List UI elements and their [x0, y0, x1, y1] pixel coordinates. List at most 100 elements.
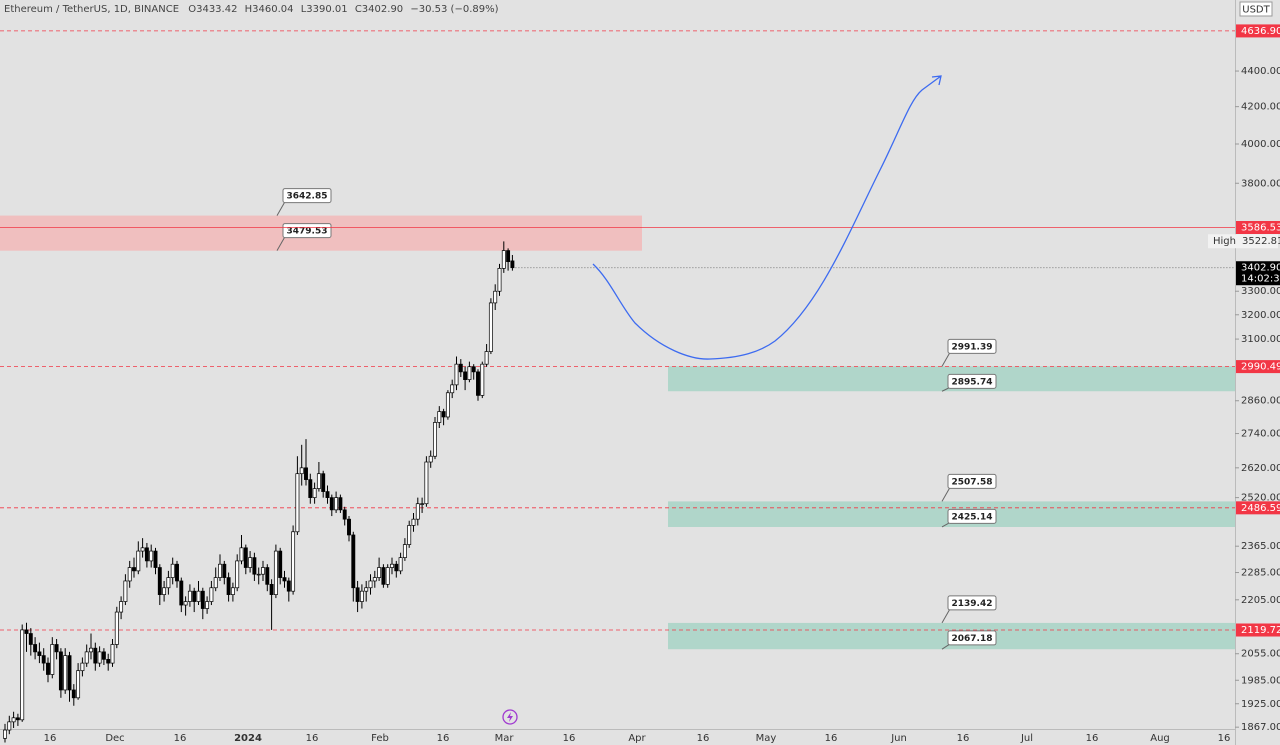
candle-body [93, 647, 98, 664]
candle-body [506, 250, 511, 263]
header: Ethereum / TetherUS, 1D, BINANCE O3433.4… [4, 4, 499, 15]
candle-body [342, 509, 347, 520]
candle-body [273, 550, 278, 595]
candle-body [372, 577, 377, 582]
candle-body [295, 473, 300, 533]
candle-body [58, 651, 63, 691]
candle-body [325, 491, 330, 498]
price-tag [1236, 501, 1280, 515]
candle-body [437, 411, 442, 423]
price-tag [1236, 623, 1280, 637]
candle-body [192, 590, 197, 602]
candle-body [377, 567, 382, 578]
price-tag [1236, 24, 1280, 38]
candle-body [501, 250, 506, 269]
x-tick-label: Dec [105, 733, 124, 744]
candle-body [355, 587, 360, 602]
candle-body [3, 729, 7, 739]
candle-body [308, 479, 313, 498]
candle-body [24, 629, 29, 634]
candle-body [467, 366, 472, 380]
callout-box [947, 630, 997, 646]
ohlc-low: L3390.01 [301, 4, 348, 15]
candle-body [471, 366, 476, 373]
candle-body [196, 590, 201, 602]
candle-body [76, 670, 81, 699]
x-tick-label: Aug [1150, 733, 1170, 744]
candle-body [256, 573, 261, 576]
callout-label: 3642.85 [287, 192, 328, 202]
y-tick-label: 1985.00 [1241, 675, 1280, 686]
x-tick-label: 16 [563, 733, 576, 744]
y-tick-label: 2365.00 [1241, 541, 1280, 552]
price-tag [1236, 221, 1280, 235]
candle-body [510, 260, 515, 269]
price-tag-countdown: 14:02:32 [1241, 274, 1280, 285]
candle-body [415, 503, 420, 520]
candle-body [162, 587, 167, 595]
y-tick-label: 4000.00 [1241, 139, 1280, 150]
callout-box [947, 373, 997, 389]
candle-body [476, 371, 480, 396]
candle-body [218, 563, 222, 578]
candle-body [119, 601, 124, 613]
candle-body [321, 473, 326, 492]
candle-body [334, 497, 339, 511]
candle-body [144, 547, 149, 562]
candle-body [364, 587, 369, 592]
candle-body [450, 384, 455, 394]
candle-body [222, 563, 227, 578]
candle-body [458, 363, 463, 373]
candle-body [235, 560, 240, 589]
candle-body [411, 518, 416, 526]
candle-body [84, 651, 89, 664]
x-tick-label: 16 [44, 733, 57, 744]
candle-body [291, 531, 296, 592]
candle-body [497, 268, 502, 292]
candle-body [385, 567, 390, 585]
callout-box [947, 595, 997, 611]
y-tick-label: 3800.00 [1241, 178, 1280, 189]
change: −30.53 (−0.89%) [410, 4, 498, 15]
candle-body [41, 655, 46, 664]
candle-body [50, 644, 55, 675]
callout-label: 3479.53 [287, 227, 328, 237]
candle-body [454, 363, 459, 386]
candle-body [114, 611, 119, 645]
candle-body [166, 577, 171, 589]
price-tag-label: 3586.53 [1241, 223, 1280, 234]
callout-label: 2139.42 [952, 599, 993, 609]
candle-body [157, 567, 162, 595]
y-tick-label: 3200.00 [1241, 310, 1280, 321]
x-tick-label: Jun [890, 733, 907, 744]
candle-body [209, 587, 214, 602]
candle-body [89, 647, 93, 653]
x-tick-label: Jul [1020, 733, 1033, 744]
candle-body [205, 601, 210, 609]
high-tag-name: High [1213, 236, 1236, 247]
candle-body [390, 563, 394, 568]
candle-body [175, 563, 179, 582]
callout-pointer [941, 487, 951, 502]
candle-body [153, 550, 158, 568]
candle-body [265, 567, 270, 585]
candle-body [226, 577, 231, 595]
candle-body [132, 567, 136, 572]
x-tick-label: May [756, 733, 777, 744]
candle-body [351, 534, 356, 589]
candle-body [33, 644, 38, 653]
candle-body [428, 455, 433, 463]
callout-label: 2067.18 [952, 634, 993, 644]
callout-box [282, 223, 332, 239]
callout-pointer [941, 608, 951, 624]
x-tick-label: 16 [306, 733, 319, 744]
candle-body [424, 461, 429, 505]
candle-body [110, 644, 115, 664]
candle-body [407, 525, 412, 545]
candle-body [200, 590, 205, 609]
callout-label: 2991.39 [952, 342, 993, 352]
candle-body [347, 518, 351, 536]
high-tag-box [1208, 234, 1278, 249]
projection-curve [592, 75, 942, 360]
y-tick-label: 2205.00 [1241, 595, 1280, 606]
